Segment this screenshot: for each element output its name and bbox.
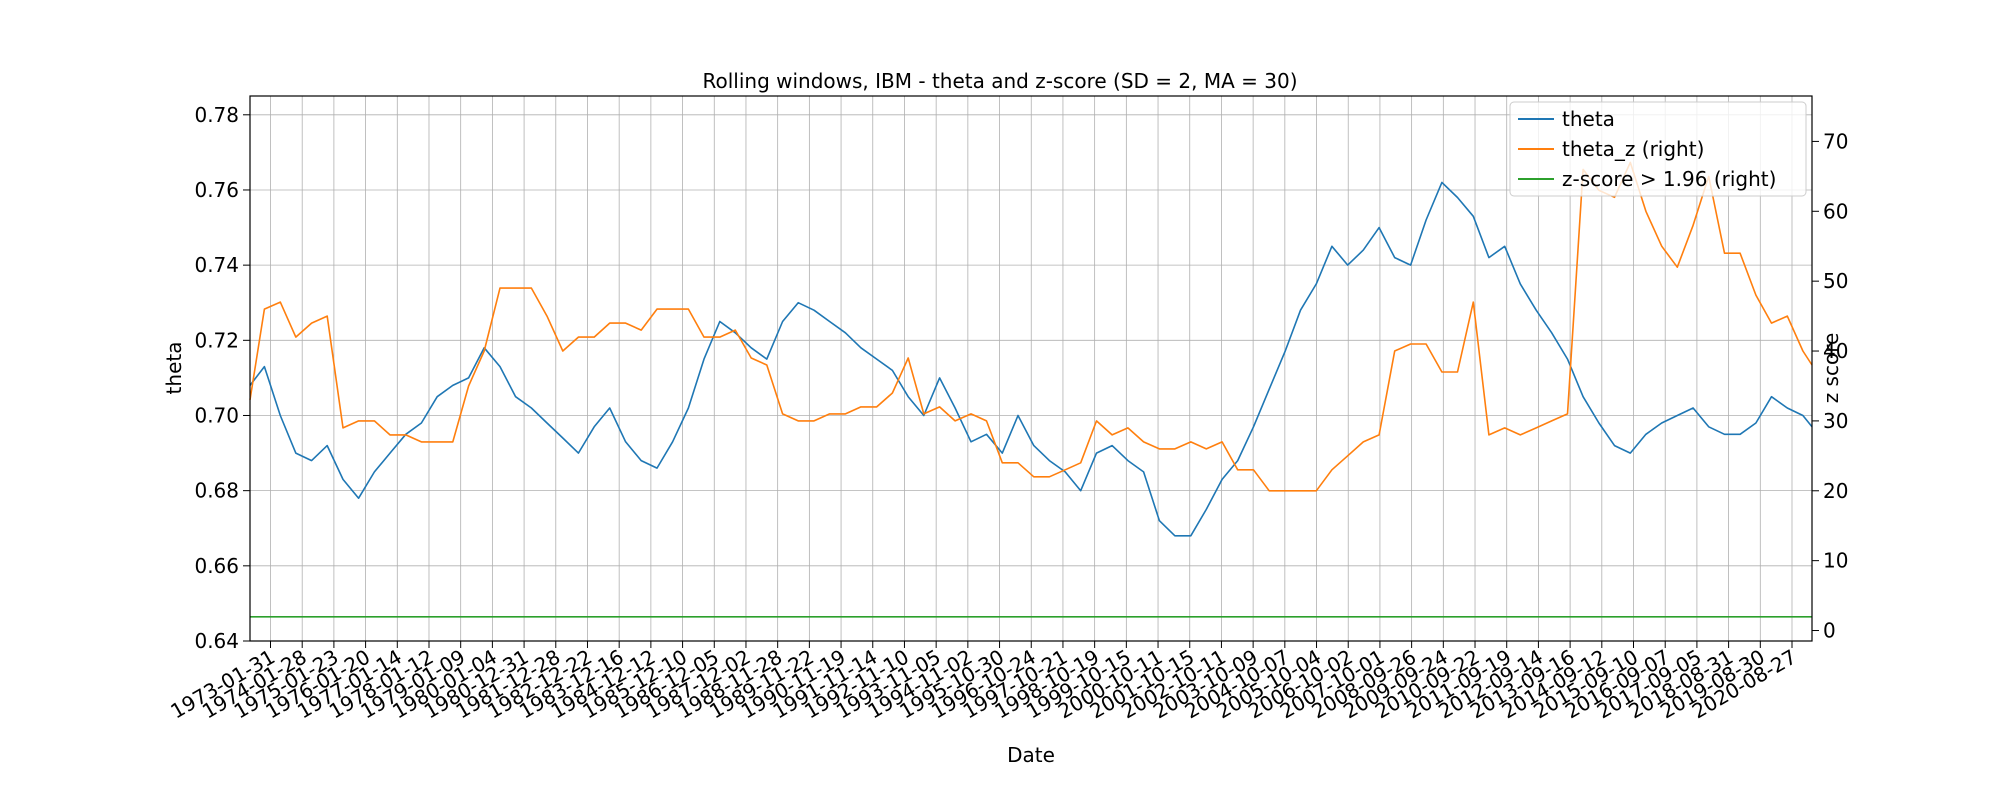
y-tick-label: 0.66 xyxy=(194,554,239,578)
y-right-tick-label: 30 xyxy=(1823,409,1848,433)
y-tick-label: 0.68 xyxy=(194,479,239,503)
chart-legend: theta theta_z (right) z-score > 1.96 (righ… xyxy=(1509,101,1807,197)
y-right-tick-label: 60 xyxy=(1823,199,1848,223)
right-y-axis: 0 10 20 30 40 50 60 70 xyxy=(1812,129,1848,643)
y-right-tick-label: 40 xyxy=(1823,339,1848,363)
y-right-tick-label: 20 xyxy=(1823,479,1848,503)
x-axis: 1973-01-311974-01-281975-01-231976-01-20… xyxy=(166,641,1801,723)
y-tick-label: 0.72 xyxy=(194,328,239,352)
y-tick-label: 0.64 xyxy=(194,629,239,653)
legend-label: z-score > 1.96 (right) xyxy=(1562,167,1776,191)
y-right-tick-label: 10 xyxy=(1823,549,1848,573)
y-right-tick-label: 70 xyxy=(1823,129,1848,153)
series-line-1 xyxy=(249,161,1813,492)
y-tick-label: 0.78 xyxy=(194,103,239,127)
y-right-tick-label: 50 xyxy=(1823,269,1848,293)
y-right-tick-label: 0 xyxy=(1823,619,1836,643)
y-tick-label: 0.76 xyxy=(194,178,239,202)
x-axis-label: Date xyxy=(1007,743,1055,767)
grid-lines xyxy=(250,96,1812,642)
y-tick-label: 0.74 xyxy=(194,253,239,277)
y-axis-label: theta xyxy=(162,342,186,395)
legend-entries: theta theta_z (right) z-score > 1.96 (righ… xyxy=(1518,107,1776,191)
left-y-axis: 0.64 0.66 0.68 0.70 0.72 0.74 0.76 0.78 xyxy=(194,103,250,653)
legend-label: theta_z (right) xyxy=(1562,137,1704,161)
plot-series xyxy=(249,161,1813,618)
series-line-0 xyxy=(249,181,1813,537)
y-axis-label-right: z score xyxy=(1819,333,1843,404)
legend-label: theta xyxy=(1562,107,1615,131)
legend-box xyxy=(1509,101,1807,197)
chart-title: Rolling windows, IBM - theta and z-score… xyxy=(703,69,1298,93)
y-tick-label: 0.70 xyxy=(194,403,239,427)
